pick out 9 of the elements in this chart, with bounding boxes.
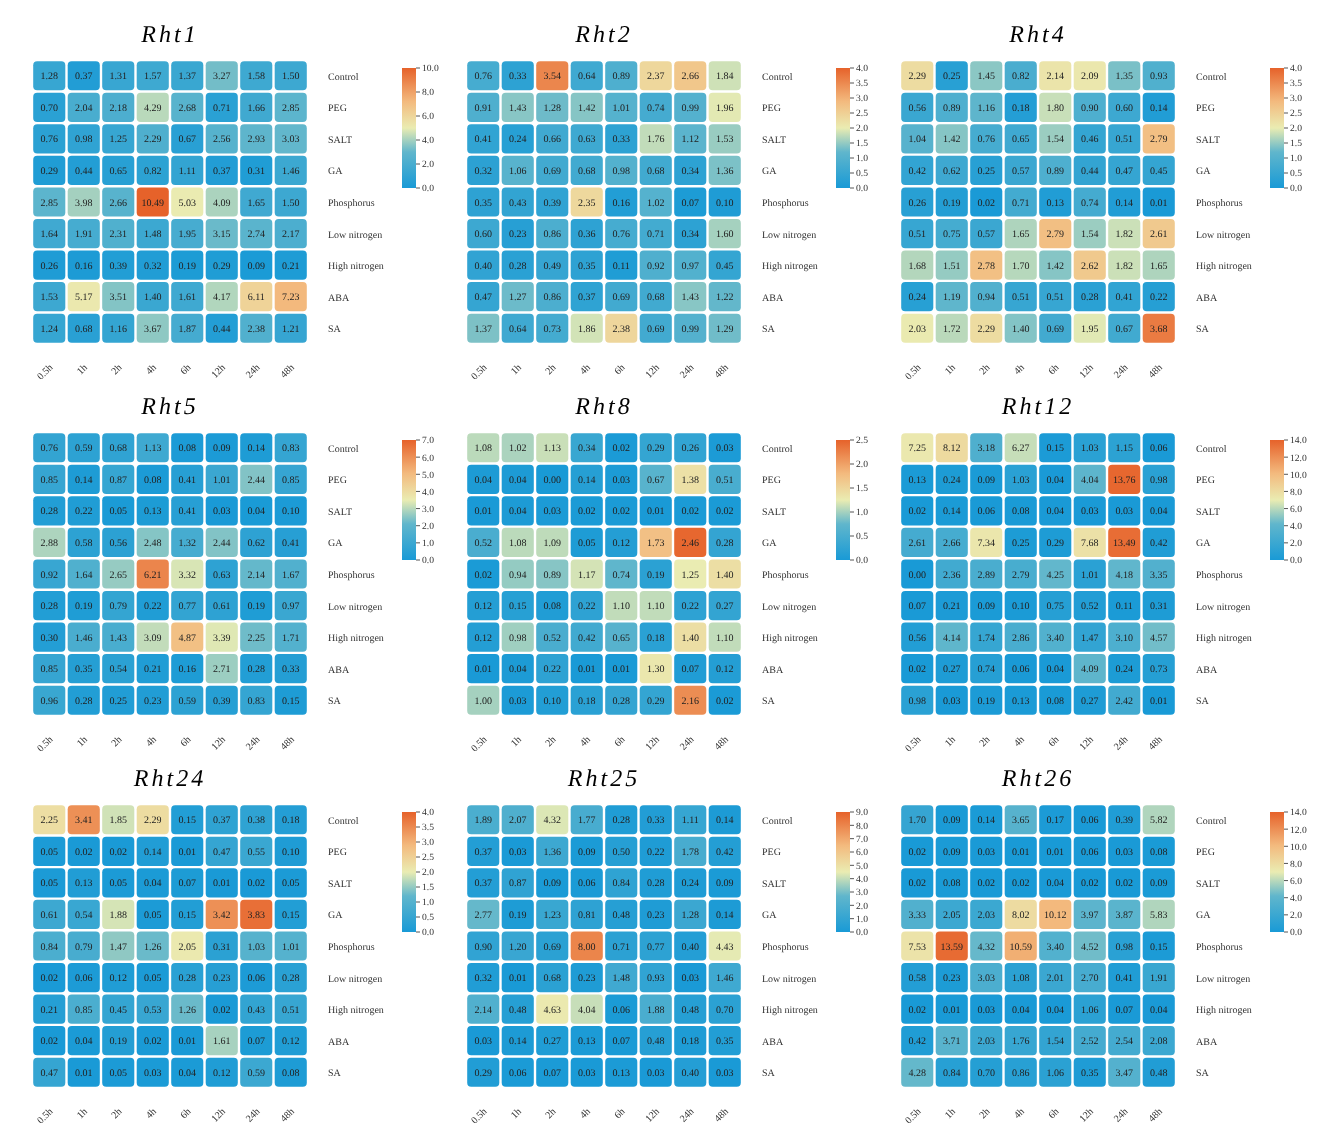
chart-title: Rht2	[573, 18, 635, 52]
chart-title: Rht1	[139, 18, 201, 52]
chart-title: Rht12	[999, 390, 1077, 424]
chart-title: Rht4	[1007, 18, 1069, 52]
chart-title: Rht24	[131, 762, 209, 796]
chart-title: Rht25	[565, 762, 643, 796]
chart-title: Rht8	[573, 390, 635, 424]
chart-title: Rht5	[139, 390, 201, 424]
chart-title: Rht26	[999, 762, 1077, 796]
